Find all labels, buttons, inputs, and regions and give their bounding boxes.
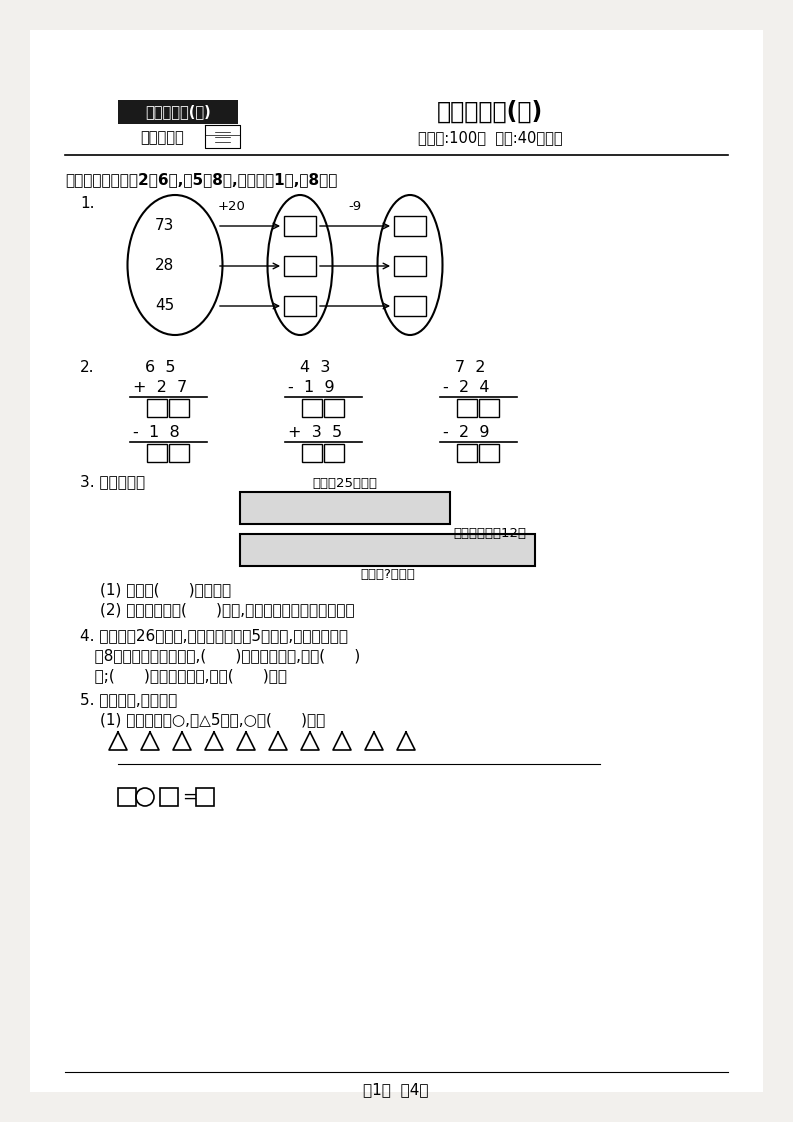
Text: +  2  7: + 2 7	[133, 380, 187, 395]
FancyBboxPatch shape	[147, 399, 167, 417]
Text: 小明比小丽多12张: 小明比小丽多12张	[453, 527, 526, 540]
Text: (1) 在横线上画○,比△5个少,○有(      )个。: (1) 在横线上画○,比△5个少,○有( )个。	[100, 712, 325, 727]
FancyBboxPatch shape	[457, 444, 477, 462]
Text: （江苏版）: （江苏版）	[140, 130, 184, 145]
Text: 小丽有25张卡片: 小丽有25张卡片	[312, 477, 377, 490]
Text: 2.: 2.	[80, 360, 94, 375]
Text: 第1页  关4页: 第1页 关4页	[363, 1082, 429, 1097]
Text: -  2  9: - 2 9	[443, 425, 489, 440]
Text: （满分:100分  时间:40分钟）: （满分:100分 时间:40分钟）	[418, 130, 562, 145]
Text: 写8个大字。三个人相比,(      )写的大字最多,写了(      ): 写8个大字。三个人相比,( )写的大字最多,写了( )	[80, 649, 360, 663]
FancyBboxPatch shape	[118, 788, 136, 806]
Text: -  1  8: - 1 8	[133, 425, 180, 440]
Text: 4. 小文写了26个大字,小丽比小文多写5个大字,小明比小文少: 4. 小文写了26个大字,小丽比小文多写5个大字,小明比小文少	[80, 628, 348, 643]
FancyBboxPatch shape	[284, 256, 316, 276]
FancyBboxPatch shape	[302, 399, 322, 417]
FancyBboxPatch shape	[147, 444, 167, 462]
Text: 6  5: 6 5	[145, 360, 175, 375]
Text: +  3  5: + 3 5	[288, 425, 342, 440]
FancyBboxPatch shape	[284, 217, 316, 236]
FancyBboxPatch shape	[160, 788, 178, 806]
Text: (1) 小明有(      )张卡片。: (1) 小明有( )张卡片。	[100, 582, 231, 597]
Text: 小明有?张卡片: 小明有?张卡片	[360, 568, 415, 581]
Text: 4  3: 4 3	[300, 360, 331, 375]
FancyBboxPatch shape	[394, 296, 426, 316]
Text: 5. 先画一画,再解答。: 5. 先画一画,再解答。	[80, 692, 178, 707]
Text: 28: 28	[155, 258, 174, 273]
FancyBboxPatch shape	[169, 399, 189, 417]
Text: =: =	[182, 788, 197, 806]
Text: 分类测评卷(一): 分类测评卷(一)	[437, 100, 543, 125]
FancyBboxPatch shape	[30, 30, 763, 1092]
FancyBboxPatch shape	[240, 534, 535, 565]
FancyBboxPatch shape	[169, 444, 189, 462]
FancyBboxPatch shape	[394, 217, 426, 236]
FancyBboxPatch shape	[457, 399, 477, 417]
Text: 45: 45	[155, 298, 174, 313]
Text: -  1  9: - 1 9	[288, 380, 335, 395]
FancyBboxPatch shape	[479, 399, 499, 417]
FancyBboxPatch shape	[240, 493, 450, 524]
FancyBboxPatch shape	[324, 444, 344, 462]
Text: 一、填一填。（第2题6分,第5题8分,其余每稀1分,兲8分）: 一、填一填。（第2题6分,第5题8分,其余每稀1分,兲8分）	[65, 172, 337, 187]
FancyBboxPatch shape	[284, 296, 316, 316]
Text: +20: +20	[218, 200, 246, 213]
Text: 二年级数学(上): 二年级数学(上)	[145, 104, 211, 120]
Text: 个;(      )写的大字最少,写了(      )个。: 个;( )写的大字最少,写了( )个。	[80, 668, 287, 683]
FancyBboxPatch shape	[479, 444, 499, 462]
FancyBboxPatch shape	[302, 444, 322, 462]
Text: 7  2: 7 2	[455, 360, 485, 375]
Text: 73: 73	[155, 218, 174, 233]
FancyBboxPatch shape	[324, 399, 344, 417]
Text: 3. 看图填空。: 3. 看图填空。	[80, 473, 145, 489]
FancyBboxPatch shape	[394, 256, 426, 276]
Text: -  2  4: - 2 4	[443, 380, 489, 395]
FancyBboxPatch shape	[196, 788, 214, 806]
FancyBboxPatch shape	[118, 100, 238, 125]
Text: (2) 小明送给小丽(      )张后,两人的卡片张数就同样多。: (2) 小明送给小丽( )张后,两人的卡片张数就同样多。	[100, 603, 354, 617]
Text: 1.: 1.	[80, 196, 94, 211]
Text: -9: -9	[348, 200, 362, 213]
